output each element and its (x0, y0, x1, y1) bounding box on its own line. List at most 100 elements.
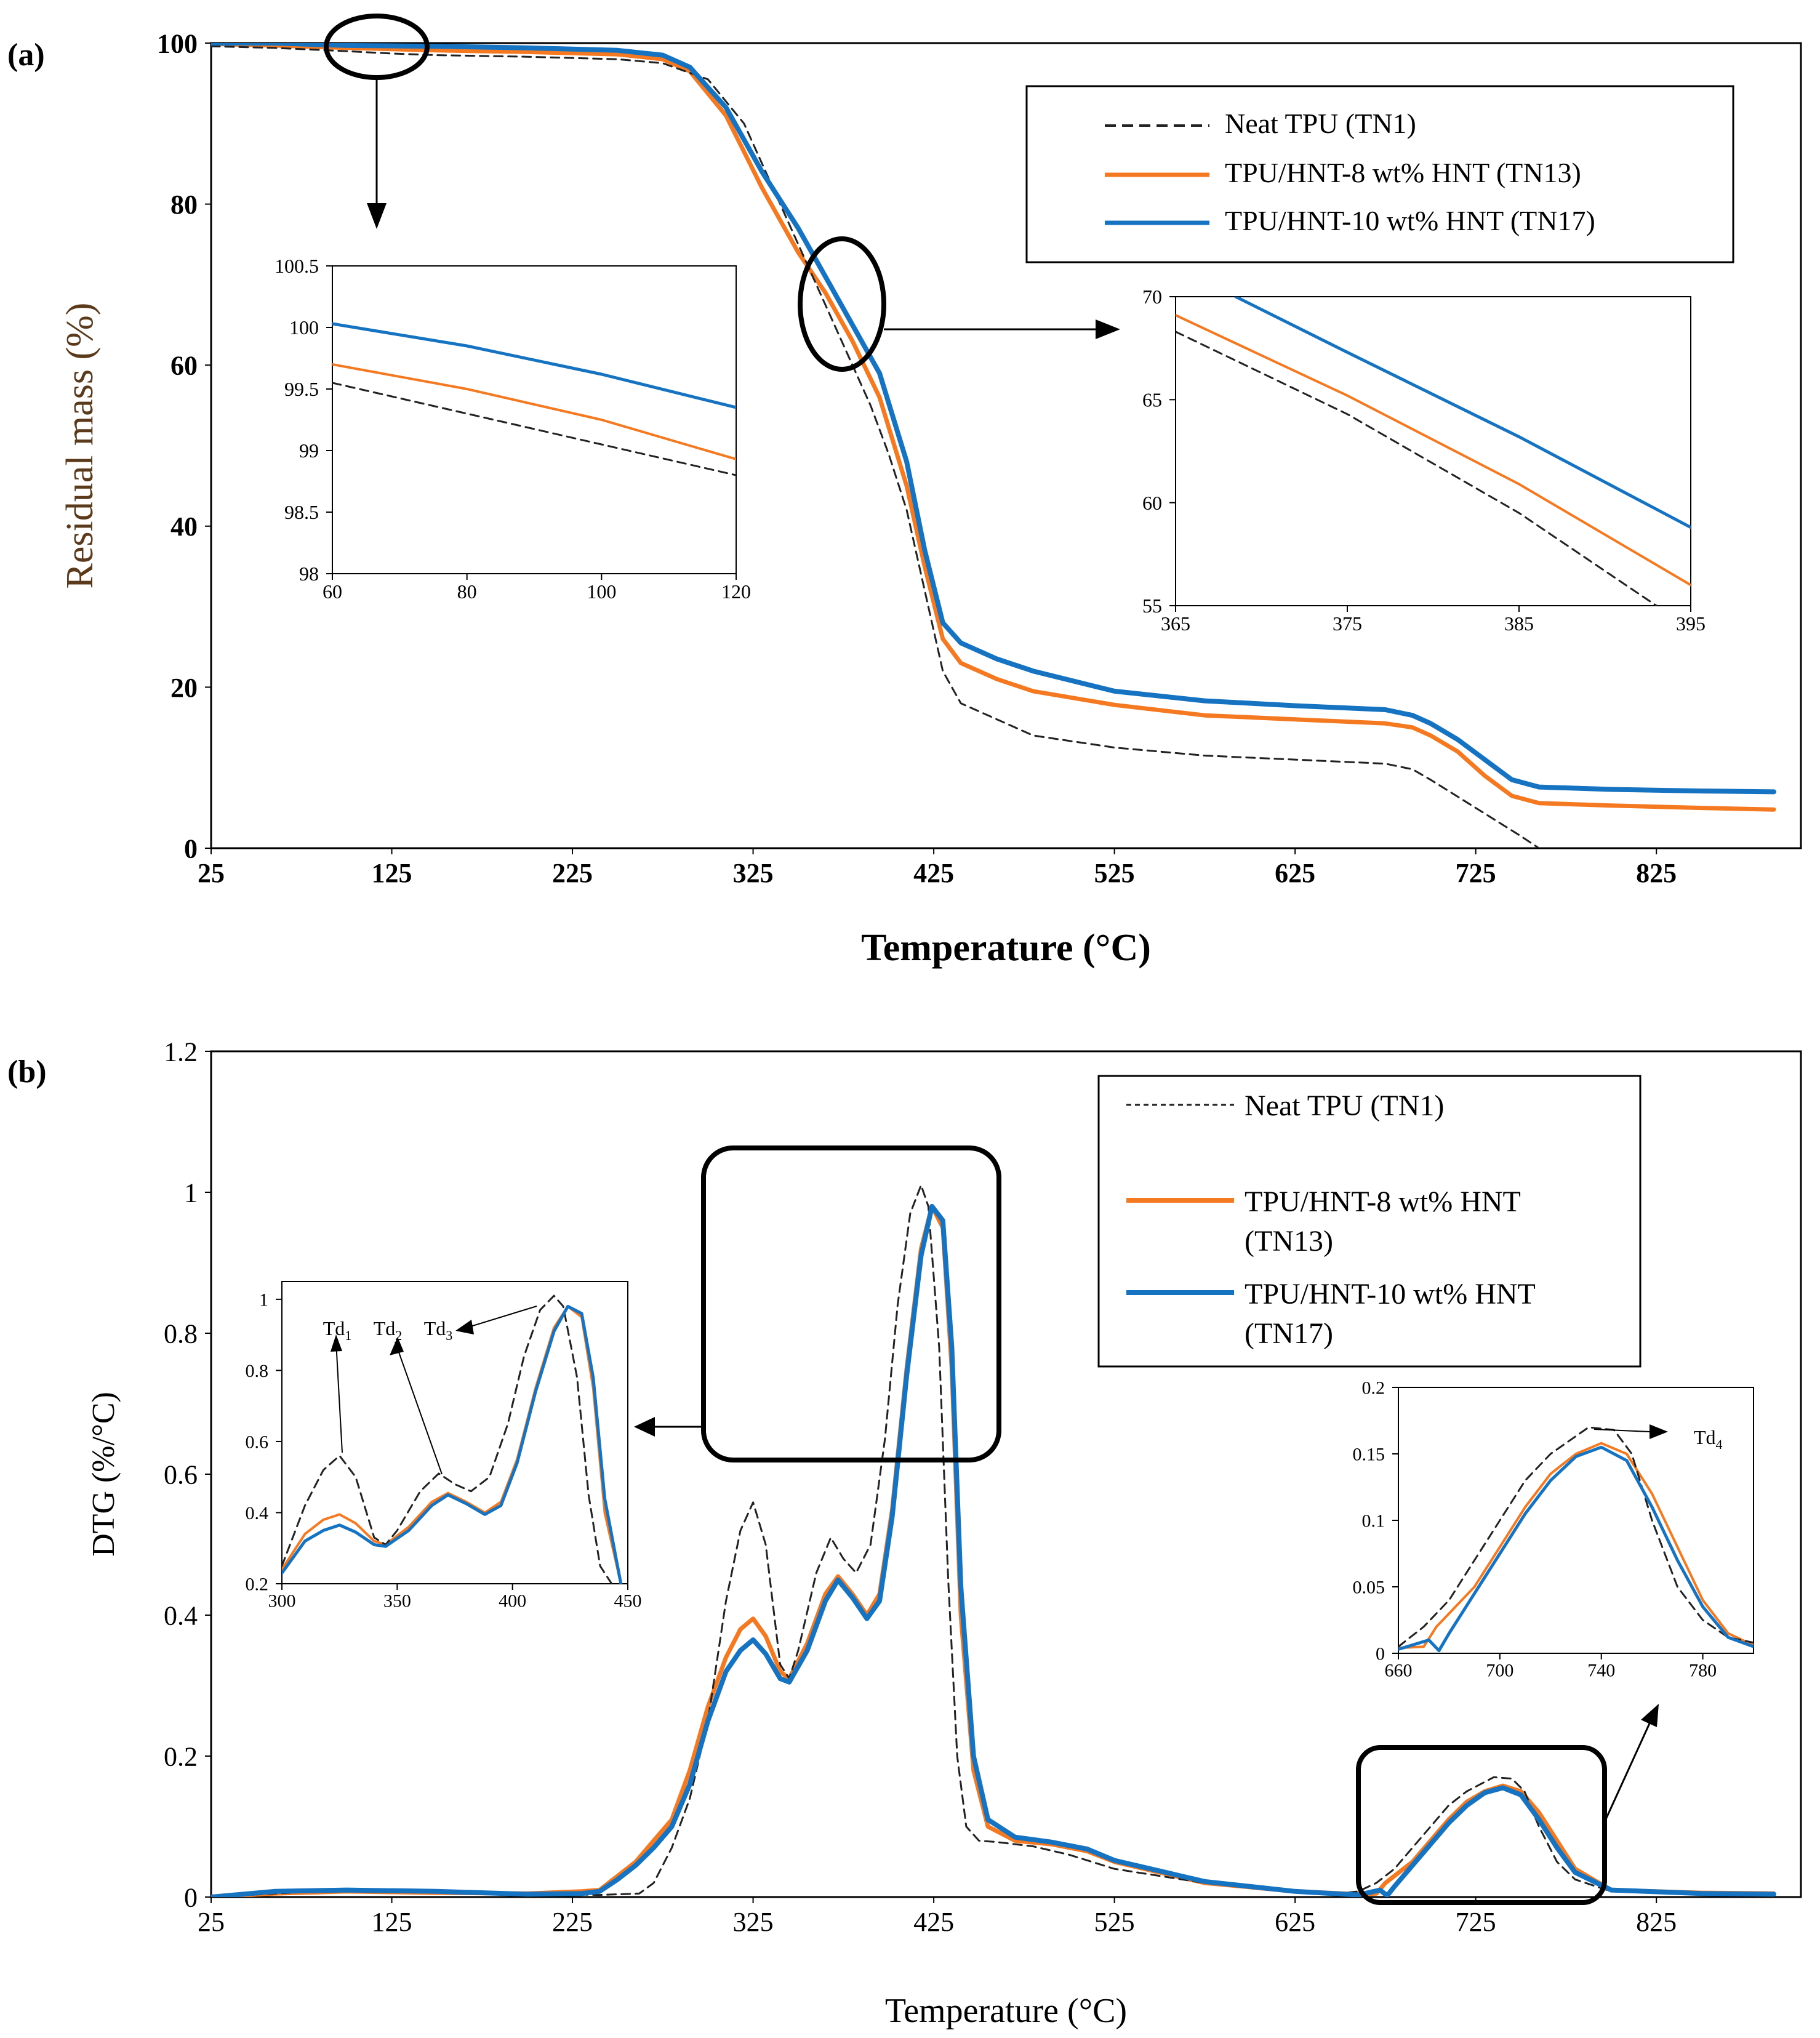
b-main-series-neat (211, 1184, 1775, 1897)
b-inset-right-ytick-label: 0.1 (1362, 1511, 1385, 1531)
a-main-xtick-label: 525 (1094, 858, 1135, 888)
a-main-ytick-label: 100 (157, 28, 198, 58)
b-inset-left-series-hnt10 (282, 1304, 623, 1584)
b-inset-left-ytick-label: 0.2 (246, 1575, 269, 1595)
b-main-xtick-label: 125 (372, 1907, 412, 1937)
b-main-ytick-label: 0.6 (164, 1459, 198, 1490)
a-inset-left-ytick-label: 99.5 (284, 378, 319, 400)
b-main-ytick-label: 1.2 (164, 1037, 198, 1067)
a-inset-left-ytick-label: 100 (289, 316, 319, 339)
a-legend-label-2: TPU/HNT-10 wt% HNT (TN17) (1225, 205, 1595, 236)
a-main-xtick-label: 625 (1275, 858, 1315, 888)
a-inset-left-series-hnt10 (332, 322, 736, 409)
a-main-xtick-label: 725 (1456, 858, 1496, 888)
b-main-xtick-label: 525 (1094, 1907, 1135, 1937)
b-main-xtick-label: 825 (1636, 1907, 1677, 1937)
b-inset-left-ytick-label: 0.4 (246, 1503, 269, 1523)
a-callout-arrowhead-1 (367, 203, 387, 229)
a-inset-right-plot-frame (1175, 296, 1691, 606)
a-callout-ellipse-2 (798, 236, 886, 372)
panel-b-label: (b) (7, 1054, 47, 1089)
b-main-xtick-label: 725 (1456, 1907, 1496, 1937)
a-main-series-neat (211, 45, 1540, 848)
a-inset-left-ytick-label: 98.5 (284, 501, 319, 523)
a-inset-left-series-neat (332, 382, 736, 476)
b-main-series-hnt10 (211, 1203, 1776, 1897)
a-main-xtick-label: 825 (1636, 858, 1677, 888)
b-main-ytick-label: 0.2 (164, 1741, 198, 1771)
a-inset-left-series-hnt8 (332, 363, 736, 460)
b-inset-left-plot-frame (281, 1281, 628, 1584)
a-main-ytick-label: 0 (184, 833, 198, 864)
b-inset-right-xtick-label: 780 (1689, 1661, 1717, 1681)
b-td-label-1: Td1 (323, 1317, 352, 1343)
a-inset-right-series-group (1176, 297, 1691, 606)
b-inset-left-series-neat (282, 1294, 613, 1584)
b-callout-arrowhead-1 (634, 1417, 655, 1437)
b-inset-right-series-group (1398, 1426, 1754, 1653)
b-xlabel: Temperature (°C) (885, 1992, 1127, 2030)
a-inset-right-xtick-label: 375 (1333, 612, 1362, 635)
b-main-xtick-label: 325 (733, 1907, 774, 1937)
b-legend-label-4: (TN17) (1245, 1317, 1333, 1350)
b-td1-arrowhead (331, 1334, 342, 1352)
a-main-xtick-label: 125 (372, 858, 412, 888)
a-legend-label-1: TPU/HNT-8 wt% HNT (TN13) (1225, 157, 1581, 188)
a-inset-left-xtick-label: 120 (721, 580, 751, 603)
b-inset-left-series-hnt8 (282, 1305, 622, 1584)
b-inset-right-series-hnt10 (1398, 1445, 1754, 1653)
a-main-ytick-label: 80 (170, 190, 198, 220)
b-legend-label-1: TPU/HNT-8 wt% HNT (1245, 1185, 1521, 1218)
a-inset-right-xtick-label: 365 (1161, 612, 1190, 635)
a-ylabel: Residual mass (%) (59, 303, 101, 589)
b-inset-right-plot: 660 700 740 780 0 0.05 0.1 0.15 0.2 (1353, 1378, 1754, 1681)
b-inset-right-ytick-label: 0.2 (1362, 1378, 1385, 1398)
b-main-xtick-label: 225 (552, 1907, 593, 1937)
b-callout-arrow-2 (1603, 1723, 1651, 1823)
a-inset-right-ytick-label: 55 (1142, 595, 1162, 617)
b-main-ytick-label: 0 (184, 1882, 198, 1912)
a-inset-left-plot-frame (332, 265, 737, 574)
b-inset-left-xtick-label: 350 (383, 1591, 411, 1611)
b-legend-box (1097, 1075, 1642, 1368)
b-inset-right-series-neat (1398, 1426, 1754, 1648)
b-inset-left-xtick-label: 300 (268, 1591, 296, 1611)
a-main-xtick-label: 425 (913, 858, 954, 888)
a-main-xtick-label: 25 (198, 858, 225, 888)
a-inset-right-xtick-label: 385 (1504, 612, 1534, 635)
b-legend-label-2: (TN13) (1245, 1225, 1333, 1258)
a-legend-label-0: Neat TPU (TN1) (1225, 108, 1416, 139)
a-main-ytick-label: 60 (170, 351, 198, 381)
a-inset-left-ytick-label: 98 (299, 563, 319, 585)
a-inset-right-ytick-label: 70 (1142, 286, 1162, 308)
b-inset-right-xtick-label: 740 (1587, 1661, 1615, 1681)
b-callout-box-1 (701, 1145, 1001, 1462)
a-main-series-group (211, 43, 1776, 848)
a-inset-right-xtick-label: 395 (1676, 612, 1706, 635)
a-main-xtick-label: 225 (552, 858, 593, 888)
b-main-ytick-label: 1 (184, 1177, 198, 1208)
a-inset-left-plot: 60 80 100 120 98 98.5 99 99.5 100 100.5 (275, 255, 751, 603)
a-inset-left-xtick-label: 80 (457, 580, 477, 603)
a-inset-right-series-hnt10 (1234, 297, 1691, 529)
b-td1-arrow (335, 1341, 343, 1453)
b-td4-arrow (1594, 1429, 1650, 1432)
b-main-xtick-label: 625 (1275, 1907, 1315, 1937)
b-main-ytick-label: 0.8 (164, 1318, 198, 1349)
b-legend-label-3: TPU/HNT-10 wt% HNT (1245, 1278, 1536, 1310)
b-inset-left-plot: 300 350 400 450 0.2 0.4 0.6 0.8 1 (246, 1281, 642, 1611)
a-inset-left-ytick-label: 99 (299, 439, 319, 462)
b-main-series-group (211, 1184, 1776, 1897)
b-legend: Neat TPU (TN1) TPU/HNT-8 wt% HNT (TN13) TPU… (1097, 1075, 1642, 1368)
a-inset-right-plot: 365 375 385 395 55 60 65 70 (1142, 286, 1706, 635)
b-inset-right-ytick-label: 0 (1376, 1644, 1385, 1664)
b-inset-right-xtick-label: 660 (1385, 1661, 1413, 1681)
b-main-ytick-label: 0.4 (164, 1600, 198, 1631)
b-td3-arrow (464, 1306, 537, 1329)
b-inset-left-series-group (282, 1294, 623, 1584)
b-legend-label-0: Neat TPU (TN1) (1245, 1089, 1444, 1122)
b-inset-left-ytick-label: 1 (259, 1290, 268, 1310)
b-callout-arrowhead-2 (1641, 1704, 1659, 1727)
